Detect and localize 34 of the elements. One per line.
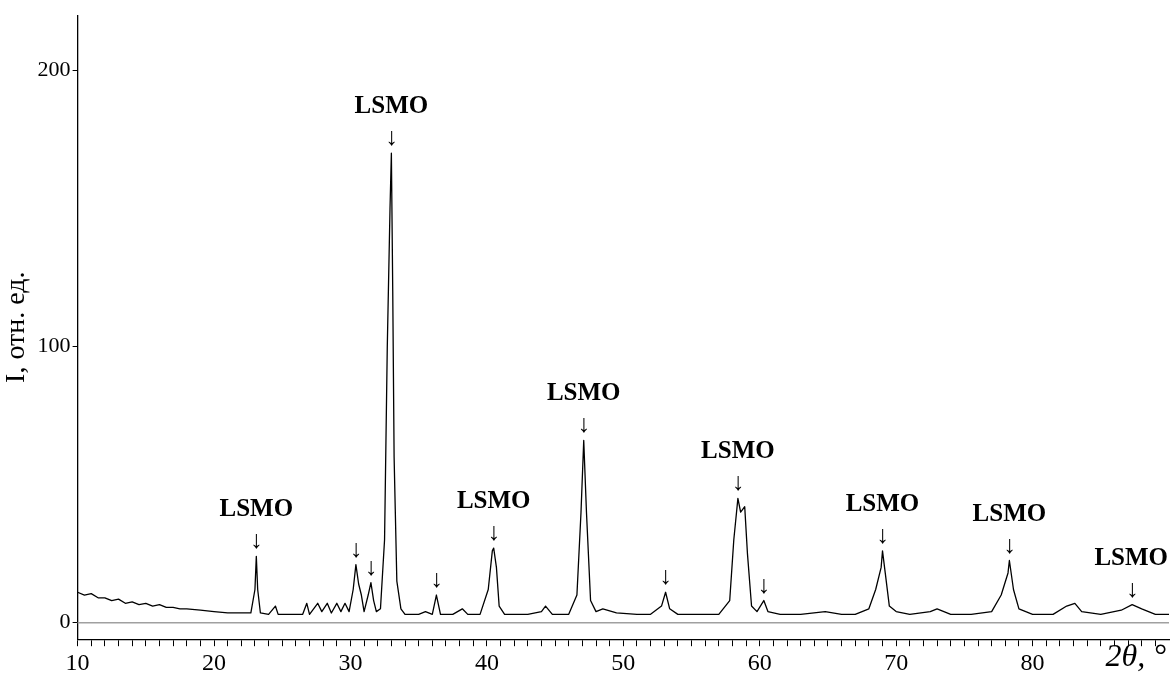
annotation: LSMO: [845, 488, 920, 516]
y-tick-label: 100: [37, 332, 71, 358]
x-axis-title: 2θ, °: [1105, 636, 1167, 673]
annotation: ↓: [250, 526, 263, 554]
annotation: ↓: [1003, 530, 1016, 558]
annotation: LSMO: [456, 486, 531, 514]
annotation: ↓: [487, 518, 500, 546]
x-tick-label: 10: [65, 648, 90, 675]
annotation: LSMO: [972, 498, 1047, 526]
annotation: ↓: [876, 520, 889, 548]
x-tick-label: 20: [202, 648, 227, 675]
annotation: ↓: [385, 123, 398, 151]
annotation: ↓: [349, 534, 363, 562]
annotation: LSMO: [546, 378, 621, 406]
y-axis-title: I, отн. ед.: [0, 271, 31, 383]
x-tick-label: 70: [884, 648, 909, 675]
annotation: ↓: [430, 565, 443, 593]
annotation: LSMO: [1094, 542, 1168, 570]
x-tick-label: 80: [1020, 648, 1045, 675]
x-tick-label: 40: [474, 648, 499, 675]
y-tick-label: 0: [59, 608, 71, 634]
x-tick-label: 60: [747, 648, 772, 675]
annotation: ↓: [731, 468, 745, 496]
annotation: ↓: [364, 552, 378, 580]
y-tick-label: 200: [37, 56, 71, 82]
annotation: LSMO: [219, 494, 294, 522]
annotation: ↓: [757, 570, 771, 598]
x-tick-label: 50: [611, 648, 636, 675]
annotation: ↓: [659, 562, 672, 590]
annotation: LSMO: [701, 436, 775, 464]
annotation: ↓: [1125, 574, 1139, 602]
x-tick-label: 30: [338, 648, 363, 675]
annotation: LSMO: [354, 91, 429, 119]
annotation: ↓: [577, 410, 590, 438]
